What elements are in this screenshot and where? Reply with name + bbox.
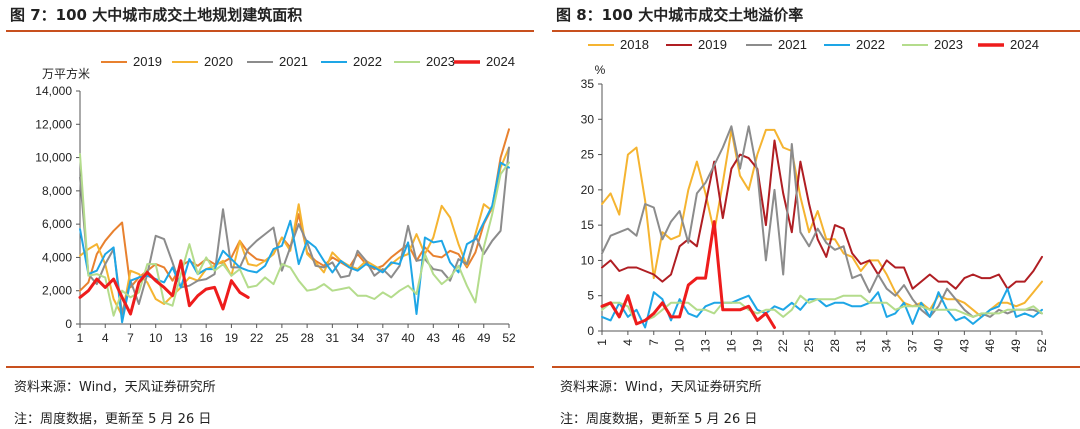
x-tick-label: 49 <box>477 331 491 345</box>
chart-land-area: 万平方米 0 2,000 4,000 6,000 8,000 10,000 12,000 14,… <box>35 54 516 345</box>
legend-label: 2020 <box>204 54 233 69</box>
x-tick-label: 13 <box>699 339 713 353</box>
source-note: 资料来源：Wind，天风证券研究所 <box>560 380 762 395</box>
x-tick-label: 13 <box>174 331 188 345</box>
series-line-2024 <box>600 220 776 329</box>
chart-panel-right: 图 8：100 大中城市成交土地溢价率 % 0 5 10 15 20 25 30 35 1 4 7 10… <box>552 0 1080 429</box>
y-tick-label: 2,000 <box>42 284 72 298</box>
legend-label: 2018 <box>620 37 649 52</box>
y-tick-label: 8,000 <box>42 184 72 198</box>
source-note: 资料来源：Wind，天风证券研究所 <box>14 380 216 395</box>
footer-rule <box>552 366 1080 368</box>
y-tick-label: 25 <box>581 148 595 162</box>
x-tick-label: 28 <box>828 339 842 353</box>
series-line-2020 <box>79 146 510 317</box>
series-line-2023 <box>601 294 1043 325</box>
y-tick-label: 5 <box>587 289 594 303</box>
x-tick-label: 16 <box>724 339 738 353</box>
y-tick-label: 14,000 <box>35 84 72 98</box>
x-tick-label: 10 <box>149 331 163 345</box>
x-tick-label: 19 <box>225 331 239 345</box>
x-tick-label: 7 <box>127 331 134 345</box>
series-line-2021 <box>79 146 510 315</box>
chart-premium-rate: % 0 5 10 15 20 25 30 35 1 4 7 10 13 16 19 22 25 28 31 34 37 40… <box>581 37 1049 353</box>
legend-label: 2019 <box>133 54 162 69</box>
x-tick-label: 52 <box>1035 339 1049 353</box>
x-tick-label: 37 <box>906 339 920 353</box>
series-line-2022 <box>601 287 1043 329</box>
x-tick-label: 37 <box>376 331 390 345</box>
y-axis-unit: 万平方米 <box>42 66 90 81</box>
legend-label: 2022 <box>353 54 382 69</box>
x-tick-label: 31 <box>326 331 340 345</box>
footer-rule <box>6 366 534 368</box>
legend-label: 2021 <box>778 37 807 52</box>
chart-panel-left: 图 7：100 大中城市成交土地规划建筑面积 万平方米 0 2,000 4,000 6,… <box>6 0 534 429</box>
x-tick-label: 22 <box>250 331 264 345</box>
x-tick-label: 1 <box>595 339 609 346</box>
x-tick-label: 4 <box>621 339 635 346</box>
legend-label: 2019 <box>698 37 727 52</box>
chart-title: 图 7：100 大中城市成交土地规划建筑面积 <box>10 6 303 24</box>
x-tick-label: 10 <box>673 339 687 353</box>
title-rule <box>552 30 1080 32</box>
update-note: 注：周度数据，更新至 5 月 26 日 <box>14 412 212 427</box>
legend-label: 2023 <box>426 54 455 69</box>
series-line-2023 <box>79 153 510 317</box>
x-tick-label: 40 <box>401 331 415 345</box>
x-tick-label: 52 <box>502 331 516 345</box>
x-tick-label: 4 <box>102 331 109 345</box>
x-tick-label: 28 <box>300 331 314 345</box>
x-tick-label: 1 <box>77 331 84 345</box>
legend-label: 2024 <box>1010 37 1039 52</box>
legend-label: 2023 <box>934 37 963 52</box>
y-tick-label: 20 <box>581 183 595 197</box>
series-line-2018 <box>601 128 1043 318</box>
x-tick-label: 19 <box>750 339 764 353</box>
x-tick-label: 34 <box>880 339 894 353</box>
x-tick-label: 34 <box>351 331 365 345</box>
y-tick-label: 12,000 <box>35 117 72 131</box>
x-tick-label: 40 <box>931 339 945 353</box>
x-tick-label: 25 <box>802 339 816 353</box>
x-tick-label: 7 <box>647 339 661 346</box>
y-tick-label: 6,000 <box>42 217 72 231</box>
y-axis-unit: % <box>595 63 606 77</box>
series-line-2019 <box>601 139 1043 290</box>
series-line-2022 <box>79 161 510 324</box>
legend-label: 2021 <box>279 54 308 69</box>
x-tick-label: 22 <box>776 339 790 353</box>
series-line-2021 <box>601 125 1043 318</box>
y-tick-label: 0 <box>65 317 72 331</box>
update-note: 注：周度数据，更新至 5 月 26 日 <box>560 412 758 427</box>
y-tick-label: 35 <box>581 77 595 91</box>
y-tick-label: 0 <box>587 324 594 338</box>
x-tick-label: 16 <box>199 331 213 345</box>
y-tick-label: 10,000 <box>35 151 72 165</box>
x-tick-label: 25 <box>275 331 289 345</box>
y-tick-label: 10 <box>581 253 595 267</box>
y-tick-label: 4,000 <box>42 250 72 264</box>
x-tick-label: 46 <box>983 339 997 353</box>
chart-title: 图 8：100 大中城市成交土地溢价率 <box>556 6 804 24</box>
x-tick-label: 46 <box>452 331 466 345</box>
legend-label: 2022 <box>856 37 885 52</box>
series-line-2024 <box>78 259 250 316</box>
y-tick-label: 15 <box>581 218 595 232</box>
y-tick-label: 30 <box>581 112 595 126</box>
x-tick-label: 49 <box>1009 339 1023 353</box>
x-tick-label: 31 <box>854 339 868 353</box>
x-tick-label: 43 <box>427 331 441 345</box>
x-tick-label: 43 <box>957 339 971 353</box>
legend-label: 2024 <box>486 54 515 69</box>
title-rule <box>6 30 534 32</box>
